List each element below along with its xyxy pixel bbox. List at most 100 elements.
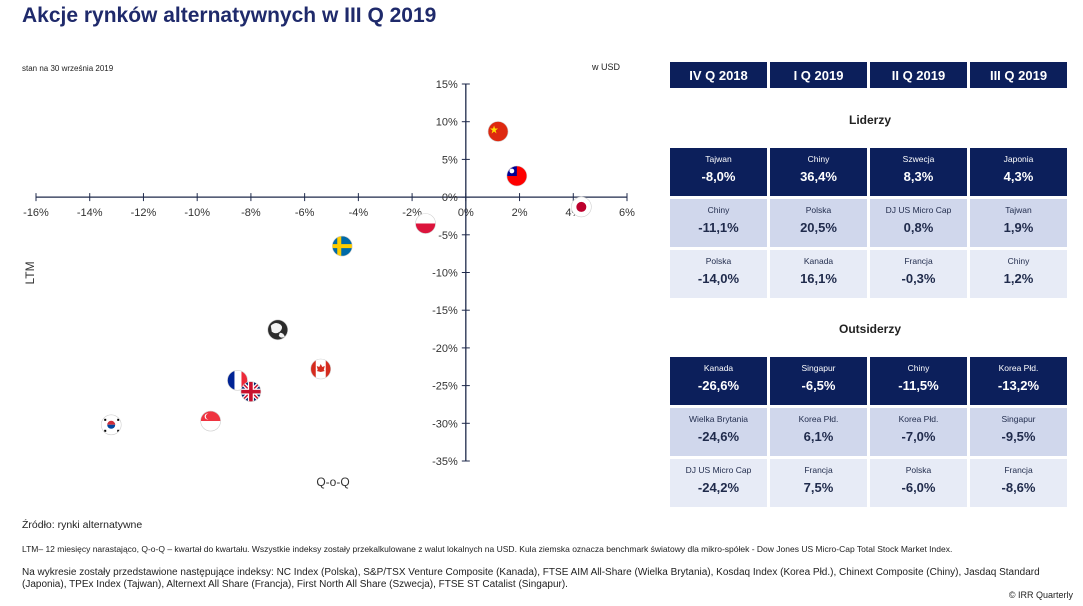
table-cell: Korea Płd. 6,1% — [770, 408, 867, 456]
table-cell: Chiny -11,5% — [870, 357, 967, 405]
source-note: Źródło: rynki alternatywne — [22, 519, 143, 531]
y-tick-label: -20% — [432, 343, 458, 355]
currency-unit: w USD — [592, 62, 621, 72]
table-cell: Francja -8,6% — [970, 459, 1067, 507]
market-name: Francja — [1004, 465, 1033, 475]
x-tick-label: -10% — [184, 207, 210, 219]
x-tick-label: -2% — [402, 207, 422, 219]
table-cell: Francja 7,5% — [770, 459, 867, 507]
market-name: Singapur — [801, 363, 836, 373]
x-tick-label: 6% — [619, 207, 635, 219]
x-tick-label: 0% — [458, 207, 474, 219]
market-return: -13,2% — [997, 378, 1040, 393]
table-row: Kanada -26,6% Singapur -6,5% Chiny -11,5% Kore… — [670, 357, 1070, 405]
table-row: Tajwan -8,0% Chiny 36,4% Szwecja 8,3% Japonia 4… — [670, 148, 1070, 196]
singapore-flag-point — [200, 410, 221, 432]
table-cell: DJ US Micro Cap -24,2% — [670, 459, 767, 507]
table-cell: Wielka Brytania -24,6% — [670, 408, 767, 456]
market-return: 8,3% — [903, 169, 934, 184]
table-row: Chiny -11,1% Polska 20,5% DJ US Micro Cap 0,8… — [670, 199, 1070, 247]
market-return: 1,2% — [1003, 271, 1034, 286]
market-name: Korea Płd. — [798, 414, 839, 424]
table-cell: Polska -14,0% — [670, 250, 767, 298]
uk-flag-point — [240, 381, 262, 402]
definitions-note: LTM– 12 miesięcy narastająco, Q-o-Q – kw… — [22, 544, 953, 554]
outsiders-table: Kanada -26,6% Singapur -6,5% Chiny -11,5% Kore… — [670, 357, 1070, 510]
table-cell: Tajwan -8,0% — [670, 148, 767, 196]
market-return: 16,1% — [800, 271, 837, 286]
table-row: Polska -14,0% Kanada 16,1% Francja -0,3% Chiny… — [670, 250, 1070, 298]
x-tick-label: -6% — [295, 207, 315, 219]
china-flag-point — [487, 121, 509, 142]
canada-flag-point — [310, 358, 332, 380]
market-return: -11,1% — [698, 220, 739, 235]
market-name: Chiny — [1007, 256, 1030, 266]
market-return: -24,6% — [697, 429, 740, 444]
market-name: Polska — [705, 256, 732, 266]
market-return: -0,3% — [901, 271, 936, 286]
market-return: 7,5% — [803, 480, 834, 495]
table-cell: Korea Płd. -7,0% — [870, 408, 967, 456]
y-tick-label: -25% — [432, 381, 458, 393]
indices-note: Na wykresie zostały przedstawione następ… — [22, 567, 1040, 590]
market-name: Korea Płd. — [998, 363, 1039, 373]
market-return: 4,3% — [1003, 169, 1034, 184]
market-name: Chiny — [707, 205, 730, 215]
y-tick-label: -5% — [438, 230, 458, 242]
y-tick-label: -15% — [432, 305, 458, 317]
market-return: -7,0% — [901, 429, 936, 444]
y-tick-label: 10% — [436, 117, 458, 129]
table-cell: Kanada 16,1% — [770, 250, 867, 298]
market-return: 20,5% — [800, 220, 837, 235]
market-name: Polska — [905, 465, 932, 475]
market-name: Chiny — [807, 154, 830, 164]
table-cell: Chiny 36,4% — [770, 148, 867, 196]
table-cell: Tajwan 1,9% — [970, 199, 1067, 247]
france-flag-point — [227, 370, 248, 391]
as-of-date: stan na 30 września 2019 — [22, 64, 114, 73]
south-korea-flag-point — [100, 414, 122, 436]
market-name: Kanada — [703, 363, 734, 373]
table-cell: Francja -0,3% — [870, 250, 967, 298]
market-name: Tajwan — [1005, 205, 1032, 215]
market-name: Wielka Brytania — [688, 414, 749, 424]
y-tick-label: 0% — [442, 192, 458, 204]
sweden-flag-point — [331, 235, 353, 257]
taiwan-flag-point — [506, 165, 528, 187]
market-return: -14,0% — [697, 271, 740, 286]
market-return: -8,6% — [1001, 480, 1036, 495]
market-return: -11,5% — [898, 378, 939, 393]
market-return: -26,6% — [697, 378, 740, 393]
market-name: Kanada — [803, 256, 834, 266]
quarter-header: IV Q 2018 — [670, 62, 767, 88]
table-cell: Singapur -9,5% — [970, 408, 1067, 456]
table-cell: DJ US Micro Cap 0,8% — [870, 199, 967, 247]
market-name: Korea Płd. — [898, 414, 939, 424]
table-cell: Polska 20,5% — [770, 199, 867, 247]
leaders-title: Liderzy — [848, 113, 891, 127]
table-cell: Chiny 1,2% — [970, 250, 1067, 298]
market-return: -24,2% — [697, 480, 740, 495]
table-cell: Chiny -11,1% — [670, 199, 767, 247]
market-return: 1,9% — [1003, 220, 1034, 235]
japan-flag-point — [571, 196, 592, 218]
x-tick-label: -4% — [349, 207, 369, 219]
table-cell: Japonia 4,3% — [970, 148, 1067, 196]
y-axis-label: LTM — [23, 261, 37, 284]
market-return: 36,4% — [800, 169, 837, 184]
market-name: Francja — [904, 256, 933, 266]
market-name: DJ US Micro Cap — [685, 465, 752, 475]
market-return: -9,5% — [1001, 429, 1036, 444]
copyright: © IRR Quarterly — [1008, 590, 1073, 600]
market-name: DJ US Micro Cap — [885, 205, 952, 215]
x-tick-label: -12% — [131, 207, 157, 219]
table-row: DJ US Micro Cap -24,2% Francja 7,5% Polska -6… — [670, 459, 1070, 507]
market-name: Francja — [804, 465, 833, 475]
quarters-header: IV Q 2018 I Q 2019 II Q 2019 III Q 2019 — [670, 62, 1070, 88]
leaders-table: Tajwan -8,0% Chiny 36,4% Szwecja 8,3% Japonia 4… — [670, 148, 1070, 301]
y-tick-label: -30% — [432, 418, 458, 430]
poland-flag-point — [415, 213, 436, 234]
market-name: Japonia — [1003, 154, 1034, 164]
quarter-header: I Q 2019 — [770, 62, 867, 88]
market-name: Polska — [805, 205, 832, 215]
